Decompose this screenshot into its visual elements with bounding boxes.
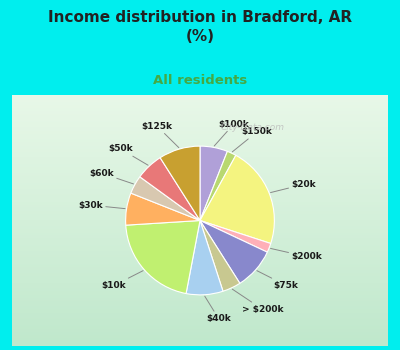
Wedge shape	[186, 220, 223, 295]
Text: City-Data.com: City-Data.com	[220, 123, 284, 132]
Text: > $200k: > $200k	[232, 289, 283, 314]
Text: $20k: $20k	[270, 180, 316, 193]
Text: $125k: $125k	[142, 122, 179, 148]
Text: All residents: All residents	[153, 74, 247, 86]
Text: $200k: $200k	[270, 248, 322, 261]
Wedge shape	[200, 220, 267, 283]
Wedge shape	[126, 220, 200, 294]
Wedge shape	[126, 193, 200, 225]
Wedge shape	[200, 146, 227, 220]
Wedge shape	[200, 220, 271, 252]
Text: $10k: $10k	[102, 271, 143, 290]
Text: $30k: $30k	[78, 201, 125, 210]
Wedge shape	[200, 220, 240, 291]
Text: $60k: $60k	[89, 169, 134, 184]
Wedge shape	[140, 158, 200, 220]
Text: $50k: $50k	[108, 145, 148, 165]
Wedge shape	[131, 177, 200, 220]
Text: $100k: $100k	[214, 120, 249, 146]
Text: $40k: $40k	[205, 296, 231, 323]
Text: $150k: $150k	[232, 127, 273, 152]
Wedge shape	[200, 151, 236, 220]
Text: $75k: $75k	[257, 271, 298, 290]
Text: Income distribution in Bradford, AR
(%): Income distribution in Bradford, AR (%)	[48, 10, 352, 44]
Wedge shape	[200, 155, 274, 244]
Wedge shape	[160, 146, 200, 220]
